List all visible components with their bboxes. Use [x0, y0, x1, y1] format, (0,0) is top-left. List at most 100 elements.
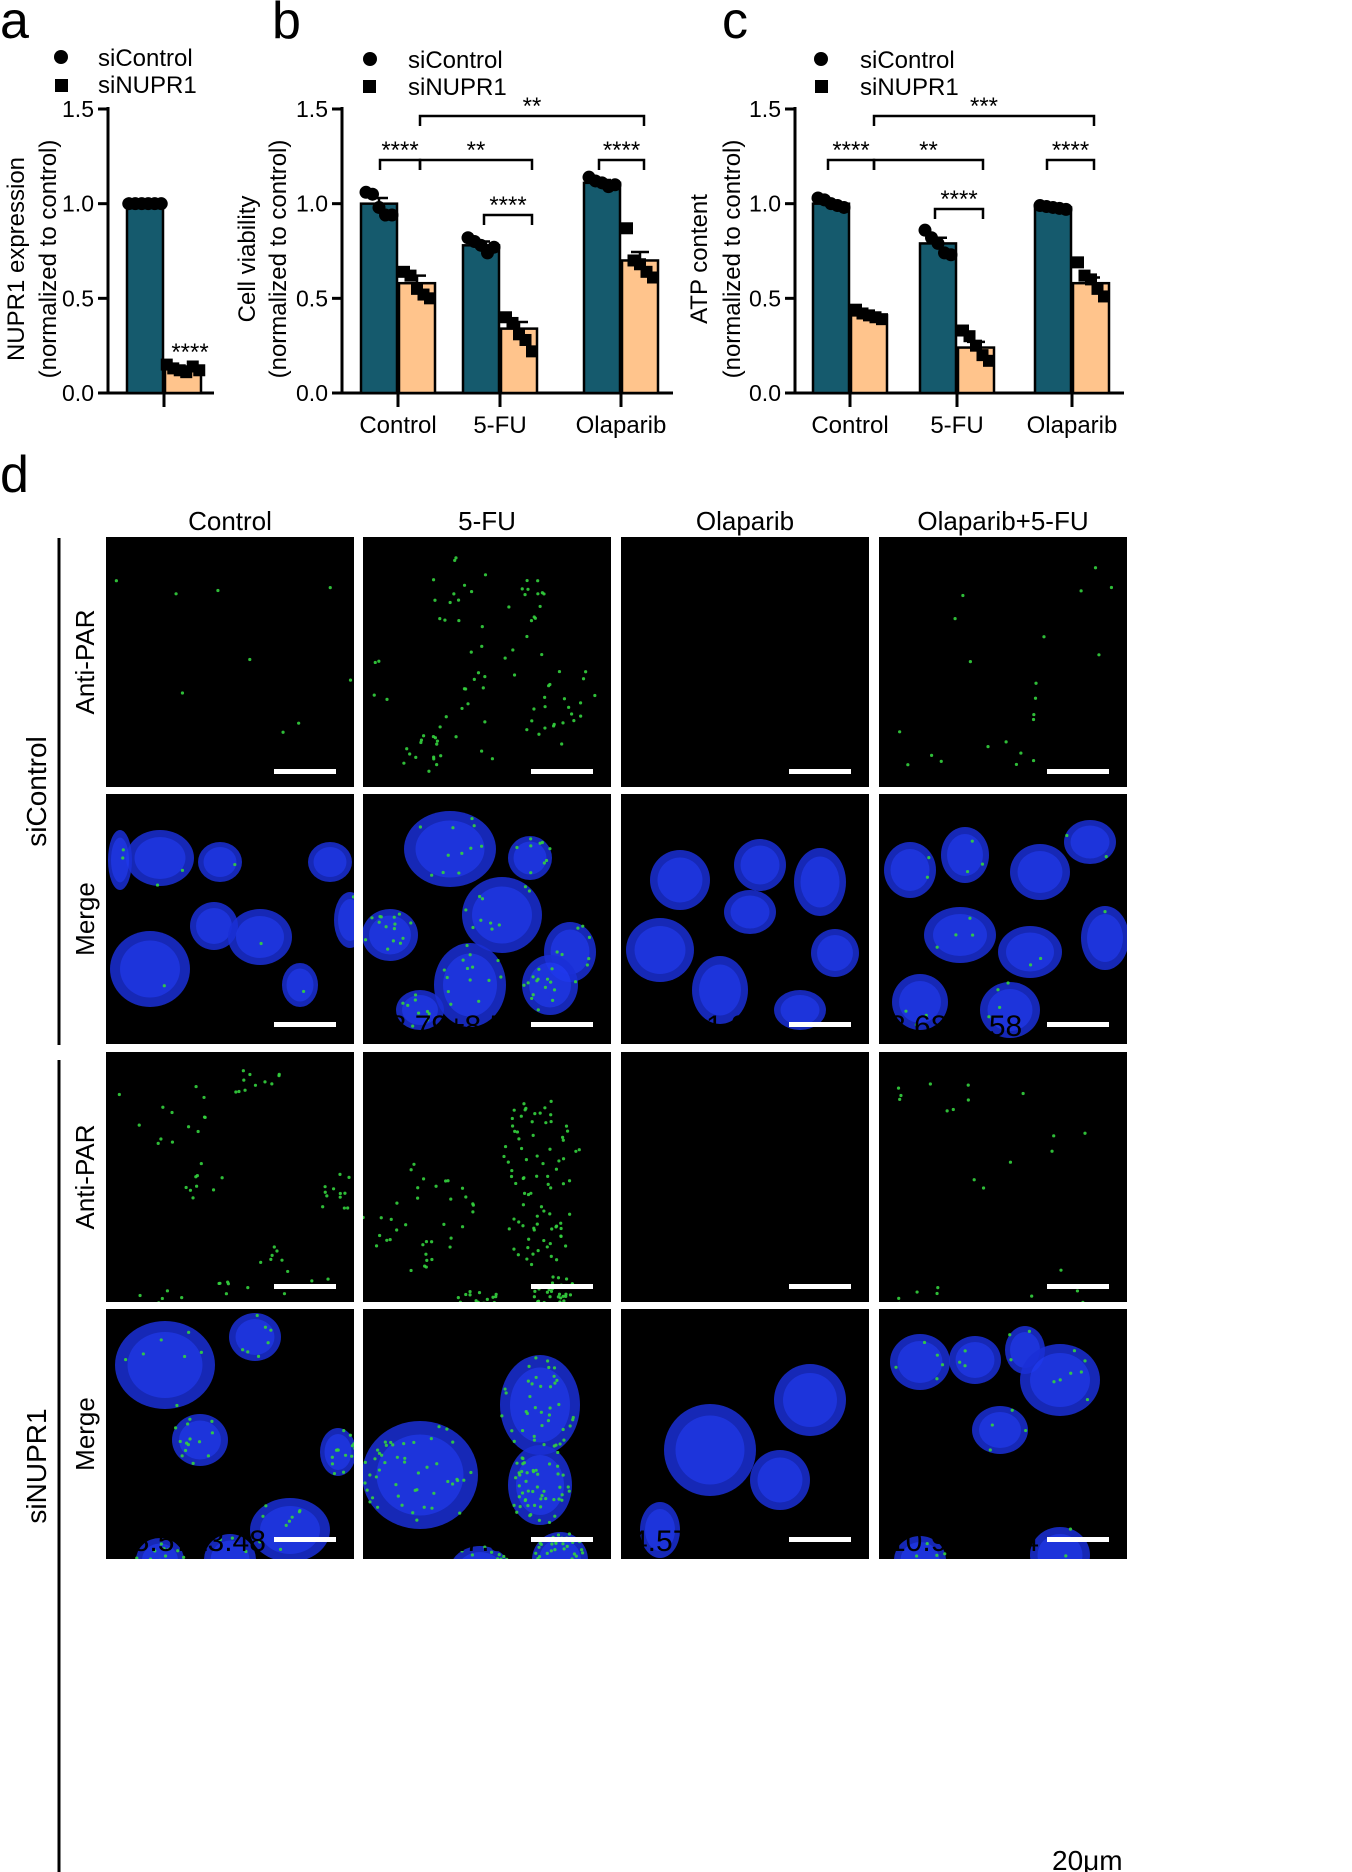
par-focus [350, 1444, 354, 1448]
par-focus [378, 1233, 382, 1238]
par-focus [233, 862, 237, 867]
data-point-sinupr1 [519, 333, 532, 346]
par-focus [400, 1503, 404, 1507]
legend-label-sicontrol: siControl [860, 47, 955, 74]
par-focus [166, 1562, 169, 1565]
par-focus [464, 1195, 468, 1199]
par-focus [432, 1491, 436, 1495]
par-focus [377, 1468, 382, 1472]
y-tick-label: 1.5 [62, 96, 94, 122]
par-focus [451, 826, 455, 830]
par-focus [472, 677, 476, 681]
par-focus [500, 1414, 504, 1418]
significance-bracket [482, 213, 534, 225]
par-focus [530, 996, 534, 1001]
par-focus [224, 1292, 229, 1296]
par-focus [543, 1106, 547, 1110]
par-focus [512, 673, 517, 677]
x-tick-label: Olaparib [1027, 412, 1118, 439]
par-focus [538, 1505, 543, 1509]
par-focus [449, 1236, 453, 1240]
par-focus [408, 752, 412, 756]
par-focus [287, 1519, 292, 1523]
par-focus [542, 1300, 546, 1302]
par-focus [246, 1285, 250, 1290]
par-focus [943, 1552, 947, 1556]
par-focus [442, 968, 446, 972]
par-focus [460, 851, 464, 855]
par-focus [161, 1105, 165, 1109]
scale-bar [789, 1537, 851, 1542]
par-focus [548, 1295, 552, 1299]
par-focus [414, 755, 418, 759]
nucleus-core [657, 857, 703, 903]
par-focus [437, 1425, 441, 1429]
par-focus [431, 734, 436, 739]
par-focus [1042, 635, 1046, 639]
par-focus [401, 936, 405, 940]
par-focus [422, 1505, 426, 1509]
par-focus [525, 728, 529, 732]
par-focus [196, 1129, 200, 1134]
par-focus [448, 600, 452, 605]
par-focus [240, 1306, 243, 1309]
par-focus [562, 1438, 566, 1442]
bar-sicontrol [125, 202, 165, 395]
par-focus [541, 1161, 545, 1166]
par-focus [579, 714, 583, 718]
par-focus [328, 586, 332, 590]
row-label: Anti-PAR [70, 610, 100, 715]
par-focus [954, 933, 958, 937]
par-focus [468, 978, 472, 982]
par-focus [549, 1254, 553, 1258]
par-focus [191, 1461, 195, 1465]
legend-square-marker [815, 80, 828, 93]
par-focus [535, 1222, 539, 1226]
par-focus [248, 657, 252, 662]
y-tick-label: 1.5 [296, 96, 328, 122]
par-focus [532, 1295, 536, 1299]
par-focus [552, 988, 557, 992]
nucleus-core [472, 886, 532, 944]
par-focus [454, 735, 458, 739]
par-focus [529, 844, 533, 848]
par-focus [536, 592, 540, 596]
par-focus [468, 1575, 471, 1578]
par-focus [525, 1471, 529, 1475]
nucleus [796, 1568, 864, 1632]
column-header: Olaparib [696, 506, 794, 536]
par-focus [1068, 1527, 1073, 1531]
par-focus [981, 1186, 986, 1190]
chart-panel-c: 0.0 0.5 1.0 1.5 ATP content (normalized to co… [686, 93, 1124, 439]
par-focus [496, 958, 500, 963]
par-focus [577, 1148, 581, 1152]
panel-letter-b: b [272, 0, 301, 50]
par-focus [951, 1107, 955, 1112]
par-focus [162, 1547, 166, 1551]
par-focus [580, 1570, 583, 1573]
par-focus [263, 1325, 268, 1329]
par-focus [403, 1456, 407, 1460]
par-focus [480, 625, 484, 629]
nucleus-core [415, 820, 485, 878]
par-focus [515, 1510, 519, 1514]
par-focus [531, 975, 535, 979]
par-focus [585, 963, 589, 967]
par-focus [1014, 762, 1019, 767]
par-focus [404, 1223, 408, 1227]
par-focus [391, 939, 396, 943]
bar-sinupr1 [956, 346, 996, 395]
par-focus [552, 1366, 557, 1370]
par-focus [556, 1450, 560, 1455]
group-label: siNUPR1 [21, 1408, 52, 1523]
y-tick-label: 0.0 [296, 380, 328, 406]
par-focus [256, 1354, 261, 1359]
par-focus [464, 908, 468, 912]
par-focus [338, 1195, 342, 1199]
par-focus [545, 1245, 549, 1249]
quantification-value: 8.68±1,58 [889, 1010, 1022, 1043]
par-focus [255, 1313, 259, 1318]
par-focus [471, 1587, 474, 1590]
par-focus [537, 1554, 542, 1559]
par-focus [450, 1482, 455, 1486]
